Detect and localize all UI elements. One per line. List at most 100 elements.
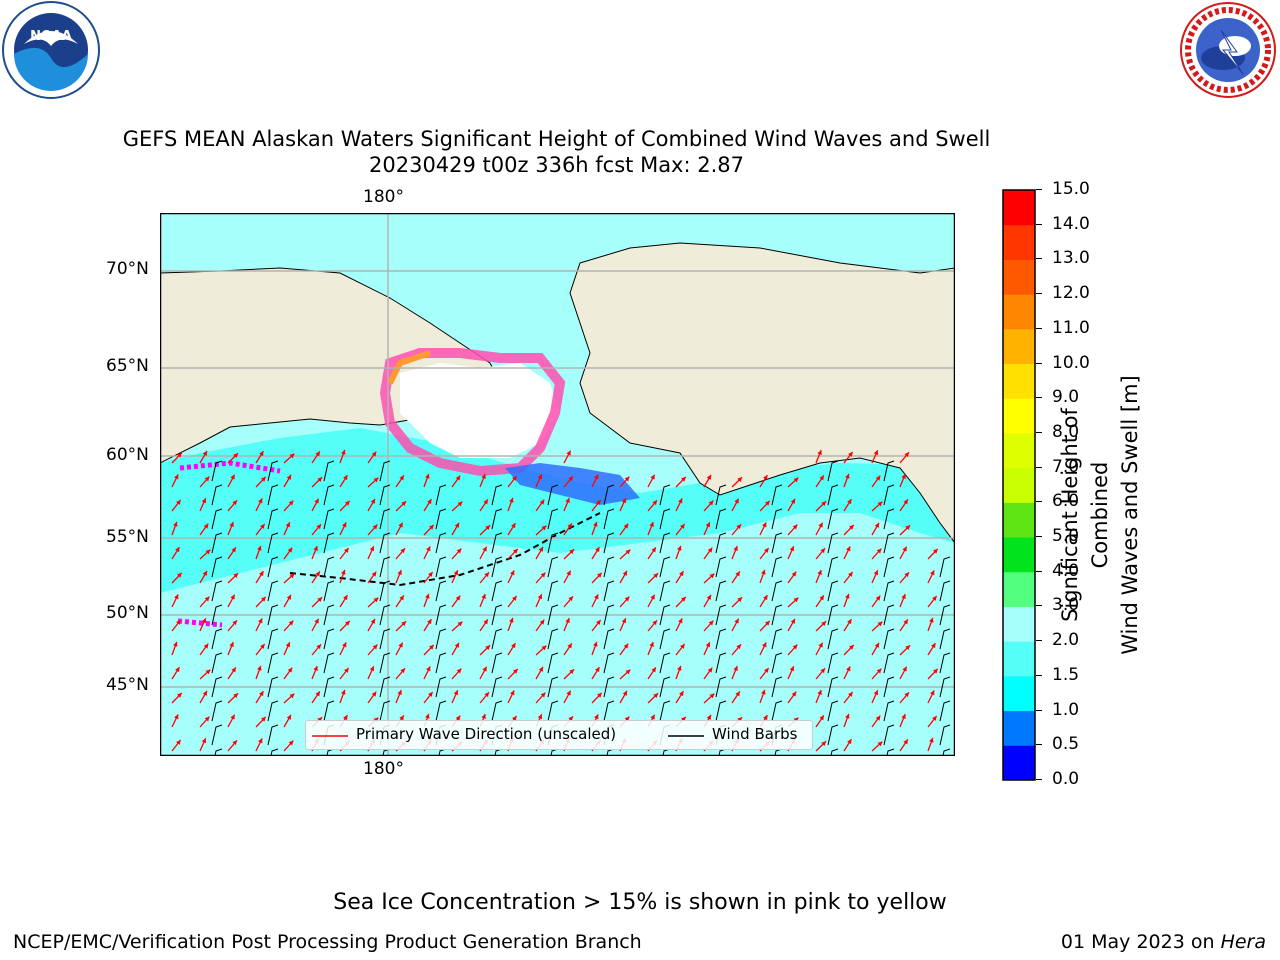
wave-arrow [367,597,379,608]
wind-barb [827,676,839,698]
wave-arrow [171,521,178,536]
wave-arrow [535,546,544,560]
wave-arrow [283,714,292,728]
wave-arrow [675,665,682,680]
wave-arrow [311,643,322,656]
wave-arrow [871,449,879,464]
wind-barb [547,604,559,626]
wind-barb [715,628,727,650]
wave-arrow [899,473,906,488]
colorbar-tick-mark [1036,397,1042,399]
wave-arrow [647,572,659,584]
wave-arrow [451,642,460,656]
wave-arrow [311,545,318,560]
wave-arrow [395,620,407,632]
wave-arrow [507,570,515,584]
wind-barb [603,652,615,674]
wind-barb [827,652,839,674]
wind-barb [323,580,335,602]
wave-arrow [871,621,883,632]
wave-arrow [507,497,514,512]
wave-arrow [563,690,572,704]
wind-barb [323,628,335,650]
wave-arrow [395,667,406,680]
wind-barb [323,652,335,674]
colorbar-tick-label: 1.0 [1052,699,1080,720]
wind-barb [771,532,783,554]
wave-arrow [647,547,657,560]
wave-arrow [507,642,516,656]
colorbar-tick-mark [1036,674,1042,676]
colorbar-tick-mark [1036,640,1042,642]
wave-arrow [227,692,239,704]
wave-arrow [871,501,883,512]
wave-arrow [563,668,575,680]
colorbar-bin [1003,259,1035,295]
wave-arrow [815,475,825,488]
wave-arrow [899,644,911,656]
wind-barb [379,580,391,602]
wave-arrow [311,665,318,680]
wind-barb [827,508,839,530]
wave-arrow [759,522,767,536]
wave-arrow [703,594,712,608]
colorbar-tick-label: 14.0 [1052,213,1090,234]
wind-barb [603,700,615,722]
wind-barb [659,628,671,650]
wind-barb [323,484,335,506]
colorbar-tick-label: 6.0 [1052,491,1080,512]
wind-barb [883,628,895,650]
wind-barb [435,484,447,506]
wave-arrow [535,572,546,584]
wave-arrow [843,618,852,632]
wave-arrow [227,572,239,584]
wind-barb [659,580,671,602]
wind-barb [603,676,615,698]
wave-arrow [479,546,488,560]
wave-arrow [619,523,629,536]
wave-arrow [423,593,430,608]
wind-barb [659,676,671,698]
colorbar-tick-mark [1036,779,1042,780]
wind-barb [883,460,895,482]
wave-arrow [871,715,881,728]
wave-arrow [787,524,798,536]
wave-arrow [871,689,879,704]
wind-barb [435,628,447,650]
wind-barb [211,676,223,698]
wave-arrow [899,451,910,464]
wind-barb [939,676,951,698]
wind-barb [491,532,503,554]
wave-arrow [507,475,518,488]
footer-machine: Hera [1220,931,1266,953]
wave-arrow [535,499,545,512]
wave-arrow [619,690,628,704]
wave-arrow [255,596,267,608]
colorbar-bin [1003,641,1035,677]
wave-arrow [619,570,628,584]
wind-barb [771,604,783,626]
wind-barb [659,652,671,674]
colorbar-tick-label: 15.0 [1052,179,1090,199]
wave-arrow [451,522,460,536]
wind-barb [211,628,223,650]
footer-branch: NCEP/EMC/Verification Post Processing Pr… [13,931,642,953]
wave-arrow [507,668,519,680]
wave-arrow [339,569,346,584]
wave-arrow [703,500,714,512]
wind-barb [715,604,727,626]
wave-arrow [927,595,938,608]
wave-arrow [675,596,687,608]
wave-arrow [927,668,939,680]
wave-arrow [563,643,573,656]
wave-arrow [199,716,210,728]
wind-barb [267,460,279,482]
wave-arrow [423,546,431,560]
wave-arrow [339,642,347,656]
wave-arrow [843,571,854,584]
wave-arrow [283,740,294,752]
wave-arrow [787,545,795,560]
wind-barb [827,724,839,746]
wave-arrow [927,617,934,632]
wave-arrow [535,645,547,656]
